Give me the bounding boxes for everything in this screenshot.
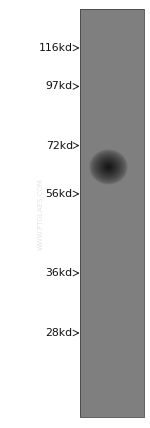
- Bar: [80, 9, 144, 417]
- Text: 72kd: 72kd: [46, 140, 73, 151]
- Text: WWW.PTGLAES.COM: WWW.PTGLAES.COM: [38, 178, 44, 250]
- Text: 36kd: 36kd: [46, 268, 73, 278]
- Text: 97kd: 97kd: [46, 81, 73, 92]
- Text: 116kd: 116kd: [39, 43, 73, 53]
- Text: 56kd: 56kd: [46, 189, 73, 199]
- Text: 28kd: 28kd: [46, 328, 73, 338]
